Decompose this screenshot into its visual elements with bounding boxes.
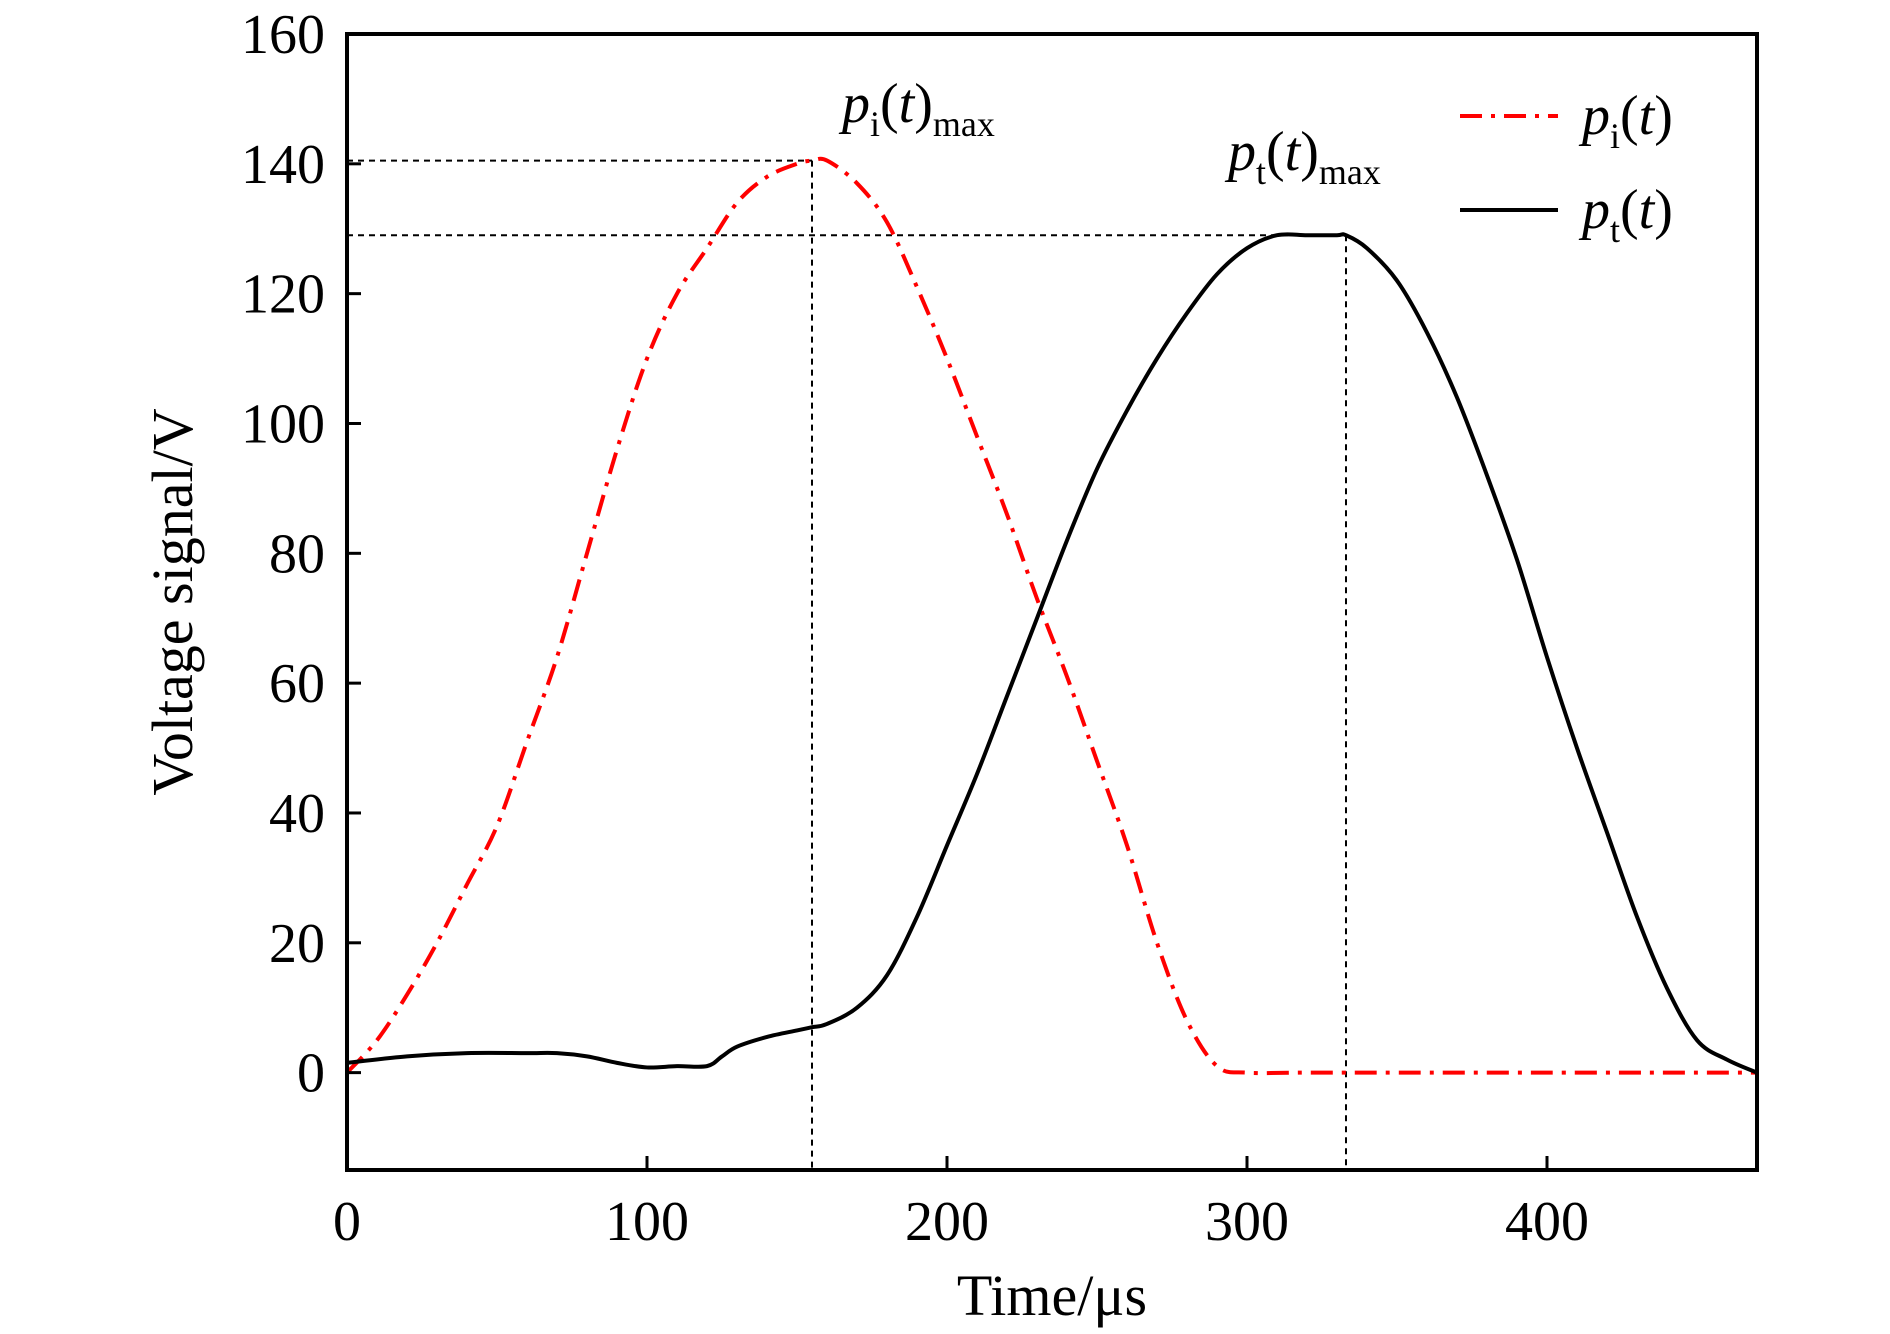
series-line-pt <box>347 232 1757 1075</box>
annotation-pimax: pi(t)max <box>838 73 995 144</box>
annotation-ptmax: pt(t)max <box>1224 121 1381 192</box>
legend-label-pt: pt(t) <box>1578 179 1673 250</box>
y-axis-title: Voltage signal/V <box>140 408 205 795</box>
y-tick-label: 60 <box>269 653 325 715</box>
y-tick-label: 100 <box>241 393 325 455</box>
y-tick-label: 160 <box>241 4 325 66</box>
plot-frame <box>345 32 1759 1172</box>
y-tick-label: 80 <box>269 523 325 585</box>
x-tick-label: 400 <box>1505 1191 1589 1253</box>
x-axis-title: Time/μs <box>957 1263 1147 1328</box>
x-tick-label: 0 <box>333 1191 361 1253</box>
legend-label-pi: pi(t) <box>1578 85 1673 156</box>
y-tick-label: 20 <box>269 913 325 975</box>
y-tick-label: 0 <box>297 1043 325 1105</box>
y-tick-label: 40 <box>269 783 325 845</box>
x-tick-label: 100 <box>605 1191 689 1253</box>
x-tick-label: 300 <box>1205 1191 1289 1253</box>
y-tick-label: 140 <box>241 134 325 196</box>
series-line-pi <box>347 156 1757 1076</box>
y-tick-label: 120 <box>241 264 325 326</box>
x-tick-label: 200 <box>905 1191 989 1253</box>
